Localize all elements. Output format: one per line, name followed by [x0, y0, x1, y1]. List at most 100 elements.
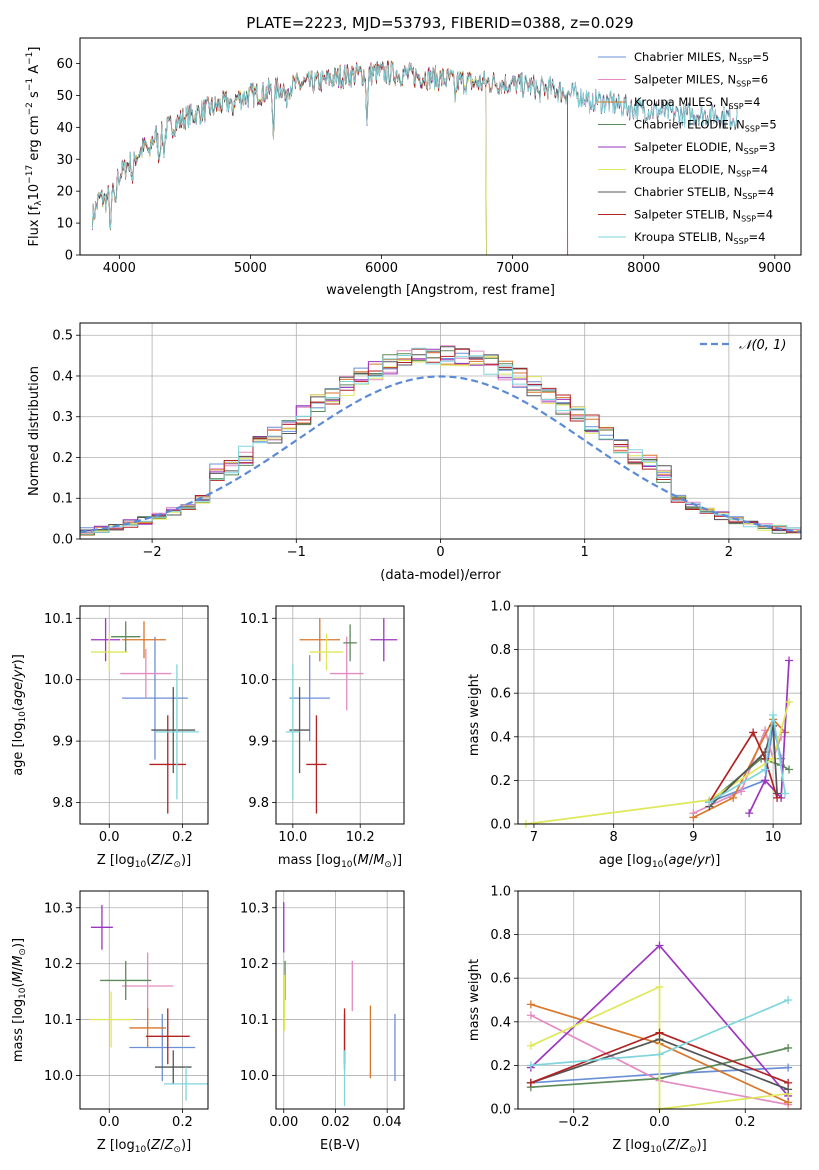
- y-tick-label: 10.1: [44, 612, 73, 627]
- weight-line-9: [708, 714, 786, 803]
- y-tick-label: 10.1: [240, 612, 269, 627]
- legend-label: Chabrier MILES, NSSP=5: [634, 50, 769, 66]
- spectrum-legend: Chabrier MILES, NSSP=5 Salpeter MILES, NS…: [598, 50, 777, 246]
- x-tick-label: 10.0: [278, 830, 307, 845]
- y-tick-label: 0.4: [490, 730, 511, 745]
- grid-lines: [518, 605, 801, 825]
- x-tick-label: 7000: [496, 261, 529, 276]
- legend-label: Kroupa STELIB, NSSP=4: [634, 230, 765, 246]
- mass-weight-vs-age-panel: 7 8 9 10 0.0 0.2 0.4 0.6 0.8 1.0 age [log10(age/yr…: [467, 600, 802, 870]
- y-tick-label: 0.5: [52, 329, 73, 344]
- y-axis-label: Normed distribution: [27, 366, 42, 496]
- spectrum-series-group: [92, 60, 738, 256]
- weight-marker: [655, 941, 664, 950]
- mass-vs-extinction-panel: 0.00 0.02 0.04 10.0 10.1 10.2 10.3 E(B-V): [240, 890, 405, 1153]
- x-tick-label: 8: [610, 830, 618, 845]
- y-tick-label: 60: [56, 57, 73, 72]
- y-tick-label: 40: [56, 121, 73, 136]
- x-axis-label: Z [log10(Z/Z⊙)]: [97, 853, 191, 870]
- x-axis-label: wavelength [Angstrom, rest frame]: [326, 283, 555, 298]
- x-tick-label: 4000: [103, 261, 136, 276]
- x-tick-label: 0.2: [735, 1115, 756, 1130]
- weight-marker: [784, 1078, 793, 1087]
- mass-weight-vs-metallicity-panel: −0.2 0.0 0.2 0.0 0.2 0.4 0.6 0.8 1.0 Z [log10(Z/Z…: [467, 885, 802, 1155]
- weight-line-3: [693, 717, 786, 819]
- y-tick-label: 9.8: [248, 796, 269, 811]
- weight-line-6: [530, 985, 789, 1110]
- y-tick-label: 50: [56, 89, 73, 104]
- axes-frame: [79, 890, 209, 1110]
- x-tick-label: 5000: [234, 261, 267, 276]
- grid-lines: [80, 606, 208, 824]
- legend-label: Chabrier STELIB, NSSP=4: [634, 185, 774, 201]
- y-tick-label: 9.9: [248, 735, 269, 750]
- weight-marker: [705, 798, 714, 807]
- axes-frame: [79, 605, 209, 825]
- x-tick-label: 0.04: [373, 1115, 402, 1130]
- x-tick-label: 0.0: [99, 1115, 120, 1130]
- y-tick-label: 10.1: [44, 1013, 73, 1028]
- weight-marker: [769, 711, 778, 719]
- weight-marker: [526, 1041, 535, 1050]
- y-tick-label: 0.1: [52, 492, 73, 507]
- legend-label: Kroupa MILES, NSSP=4: [634, 95, 760, 111]
- weight-marker: [781, 789, 790, 798]
- weight-marker: [526, 1061, 535, 1070]
- x-tick-label: 0.02: [321, 1115, 350, 1130]
- weight-marker: [749, 728, 758, 737]
- weight-marker: [689, 813, 698, 822]
- x-tick-label: 10: [765, 830, 782, 845]
- histogram-steps-7: [80, 346, 801, 533]
- x-axis-label: Z [log10(Z/Z⊙)]: [97, 1138, 191, 1155]
- axes-frame: [275, 890, 405, 1110]
- weight-marker: [784, 1063, 793, 1072]
- weight-marker: [761, 776, 770, 785]
- y-tick-label: 10.1: [240, 1013, 269, 1028]
- legend-label: Salpeter ELODIE, NSSP=3: [634, 140, 776, 156]
- y-tick-label: 0.8: [490, 643, 511, 658]
- weight-marker: [526, 1078, 535, 1087]
- y-tick-label: 0.0: [52, 533, 73, 548]
- x-axis-label: (data-model)/error: [380, 568, 501, 583]
- legend-label: Chabrier ELODIE, NSSP=5: [634, 118, 777, 134]
- x-tick-label: 0.00: [269, 1115, 298, 1130]
- weight-marker: [729, 793, 738, 802]
- x-tick-label: −0.2: [558, 1115, 590, 1130]
- x-tick-label: 8000: [627, 261, 660, 276]
- spectrum-line-6: [92, 61, 487, 256]
- y-tick-label: 10.2: [44, 957, 73, 972]
- errorbar-group: [283, 902, 396, 1107]
- y-axis-label: Flux [fλ10−17 erg cm−2 s−1 A−1]: [25, 47, 44, 247]
- grid-lines: [276, 891, 404, 1109]
- y-tick-label: 10.0: [44, 1069, 73, 1084]
- y-tick-label: 30: [56, 153, 73, 168]
- weight-marker: [785, 765, 794, 774]
- x-tick-label: 0.2: [172, 830, 193, 845]
- age-vs-mass-panel: 10.0 10.2 9.8 9.9 10.0 10.1 mass [log10(M/M⊙)]: [240, 605, 405, 870]
- x-tick-label: 9000: [758, 261, 791, 276]
- y-tick-label: 0.6: [490, 972, 511, 987]
- y-tick-label: 1.0: [490, 885, 511, 900]
- weight-marker: [526, 1000, 535, 1009]
- x-axis-label: mass [log10(M/M⊙)]: [278, 853, 402, 870]
- residual-histogram-panel: −2 −1 0 1 2 0.0 0.1 0.2 0.3 0.4 0.5 (data-model)/er…: [27, 322, 802, 583]
- weight-line-5: [748, 660, 790, 814]
- legend-label: 𝒩(0, 1): [739, 338, 786, 353]
- y-tick-label: 10.0: [240, 1069, 269, 1084]
- weight-line-8: [708, 730, 778, 803]
- y-tick-label: 10.3: [240, 901, 269, 916]
- y-tick-label: 9.8: [52, 796, 73, 811]
- weight-line-6: [525, 701, 790, 825]
- y-tick-label: 1.0: [490, 600, 511, 615]
- grid-lines: [80, 891, 208, 1109]
- spectrum-panel: 4000 5000 6000 7000 8000 9000 0 10 20 30 40 50 60 wav…: [25, 37, 802, 298]
- weight-marker: [655, 1028, 664, 1037]
- y-tick-label: 0.4: [52, 369, 73, 384]
- weight-marker: [655, 1050, 664, 1059]
- y-tick-label: 0.2: [52, 451, 73, 466]
- y-tick-label: 10.0: [240, 673, 269, 688]
- weight-marker: [761, 754, 770, 763]
- y-tick-label: 0.6: [490, 687, 511, 702]
- weight-marker: [773, 793, 782, 802]
